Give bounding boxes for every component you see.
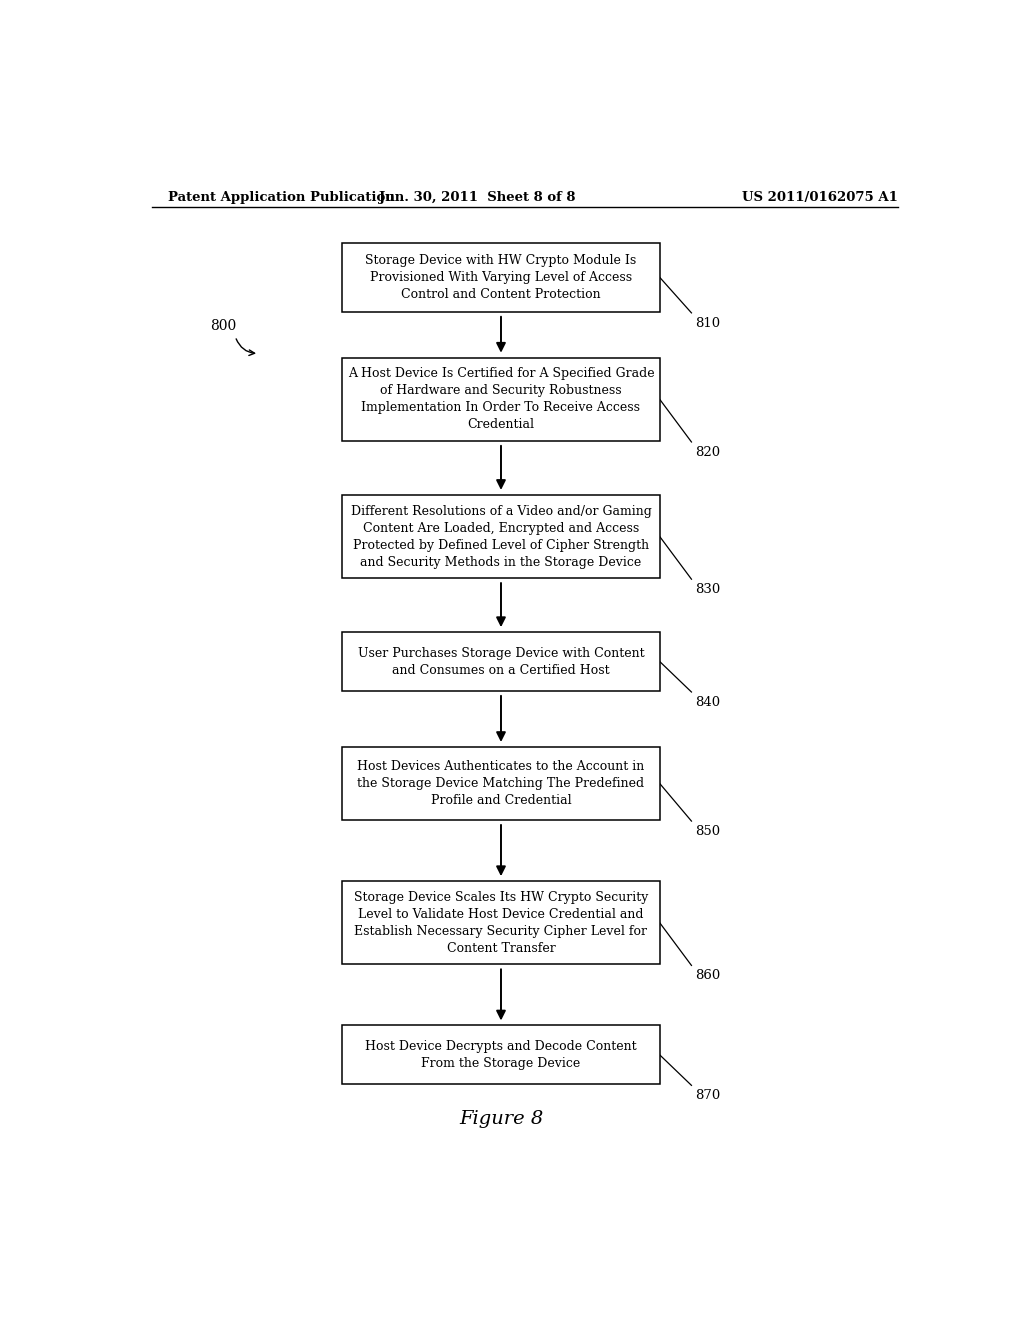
Text: US 2011/0162075 A1: US 2011/0162075 A1 — [742, 190, 898, 203]
Text: Jun. 30, 2011  Sheet 8 of 8: Jun. 30, 2011 Sheet 8 of 8 — [379, 190, 575, 203]
Text: 800: 800 — [210, 319, 237, 333]
FancyArrowPatch shape — [237, 339, 255, 355]
Text: Storage Device Scales Its HW Crypto Security
Level to Validate Host Device Crede: Storage Device Scales Its HW Crypto Secu… — [354, 891, 648, 954]
Text: User Purchases Storage Device with Content
and Consumes on a Certified Host: User Purchases Storage Device with Conte… — [357, 647, 644, 677]
Text: 810: 810 — [695, 317, 721, 330]
FancyBboxPatch shape — [342, 1026, 659, 1084]
Text: Host Devices Authenticates to the Account in
the Storage Device Matching The Pre: Host Devices Authenticates to the Accoun… — [357, 760, 645, 807]
Text: 830: 830 — [695, 583, 721, 597]
Text: 860: 860 — [695, 969, 721, 982]
FancyBboxPatch shape — [342, 632, 659, 690]
Text: 850: 850 — [695, 825, 721, 838]
Text: Different Resolutions of a Video and/or Gaming
Content Are Loaded, Encrypted and: Different Resolutions of a Video and/or … — [350, 504, 651, 569]
Text: Figure 8: Figure 8 — [459, 1110, 543, 1127]
Text: A Host Device Is Certified for A Specified Grade
of Hardware and Security Robust: A Host Device Is Certified for A Specifi… — [348, 367, 654, 432]
Text: 820: 820 — [695, 446, 721, 459]
Text: Storage Device with HW Crypto Module Is
Provisioned With Varying Level of Access: Storage Device with HW Crypto Module Is … — [366, 253, 637, 301]
FancyBboxPatch shape — [342, 243, 659, 312]
FancyBboxPatch shape — [342, 358, 659, 441]
Text: Host Device Decrypts and Decode Content
From the Storage Device: Host Device Decrypts and Decode Content … — [366, 1040, 637, 1071]
FancyBboxPatch shape — [342, 880, 659, 965]
Text: 870: 870 — [695, 1089, 721, 1102]
FancyBboxPatch shape — [342, 495, 659, 578]
FancyBboxPatch shape — [342, 747, 659, 820]
Text: Patent Application Publication: Patent Application Publication — [168, 190, 394, 203]
Text: 840: 840 — [695, 696, 721, 709]
